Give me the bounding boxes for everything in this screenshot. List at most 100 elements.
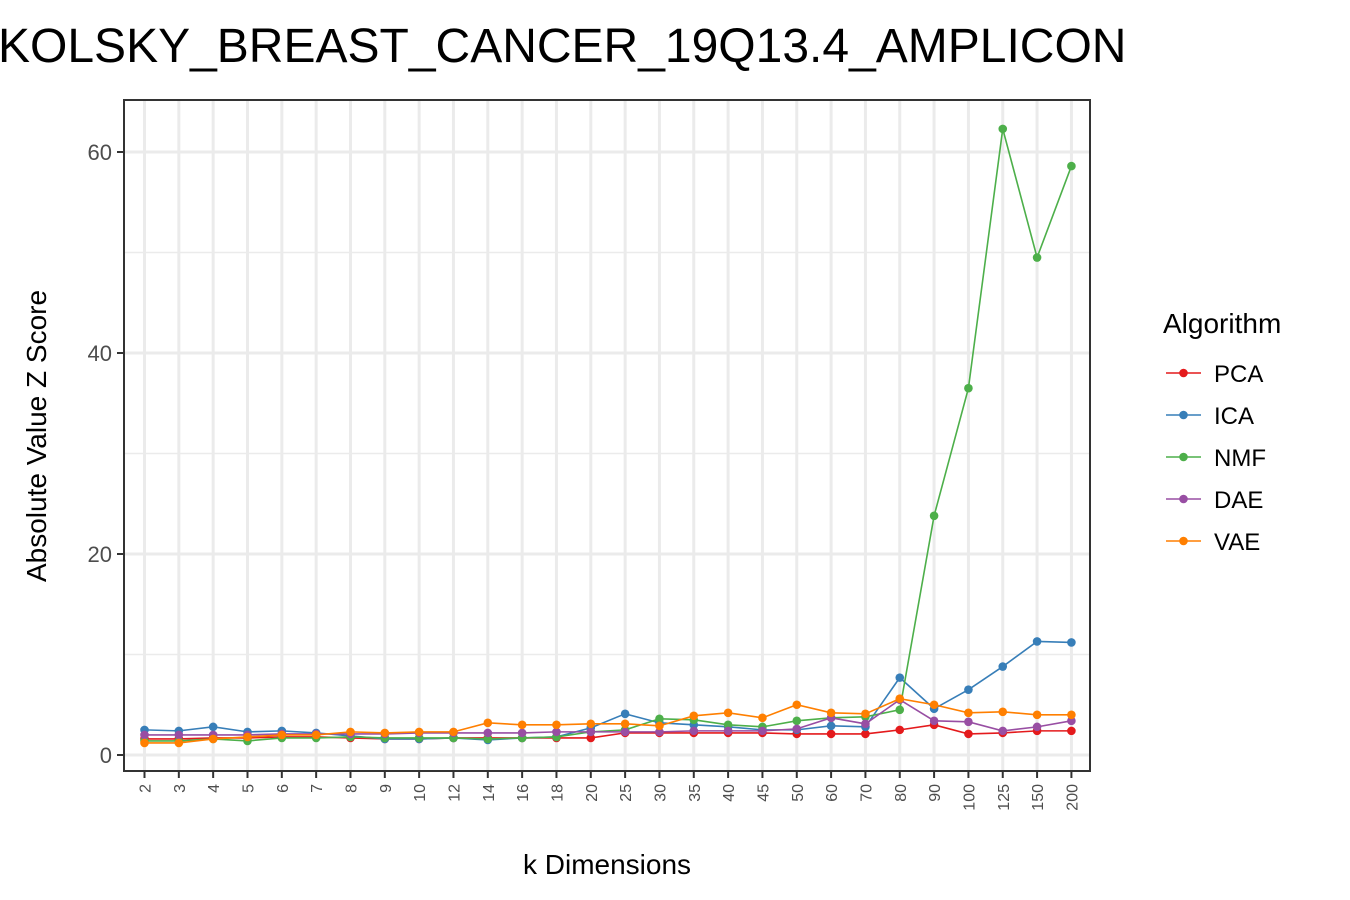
data-point-pca [1067, 726, 1076, 736]
panel-border [123, 99, 1091, 772]
series-layer [140, 124, 1076, 748]
data-point-dae [655, 727, 664, 737]
x-tick-label: 100 [961, 784, 978, 811]
data-point-dae [552, 727, 561, 737]
data-point-vae [277, 730, 287, 740]
x-tick-label: 9 [378, 784, 395, 793]
data-point-vae [311, 730, 321, 740]
data-point-vae [758, 713, 767, 723]
series-line-nmf [144, 128, 1073, 742]
data-point-vae [1032, 710, 1042, 720]
data-point-vae [174, 738, 184, 748]
y-axis: 0 20 40 60 [88, 140, 124, 768]
x-tick-label: 45 [755, 784, 772, 802]
data-point-dae [140, 730, 149, 740]
data-point-ica [208, 722, 218, 732]
legend-item-vae: VAE [1166, 529, 1260, 556]
data-point-dae [1032, 722, 1042, 732]
legend-item-nmf: NMF [1166, 445, 1266, 472]
y-tick-label: 40 [88, 341, 112, 366]
data-point-nmf [723, 720, 733, 730]
x-tick-label: 60 [824, 784, 841, 802]
legend-item-ica: ICA [1166, 403, 1254, 430]
legend-item-pca: PCA [1166, 361, 1263, 388]
data-point-nmf [964, 383, 973, 393]
data-point-vae [346, 727, 355, 737]
data-point-nmf [1032, 253, 1042, 262]
legend-label: NMF [1214, 445, 1266, 472]
series-line-dae [144, 698, 1072, 736]
data-point-nmf [895, 705, 905, 715]
data-point-vae [449, 727, 458, 737]
data-point-vae [723, 708, 733, 718]
x-tick-label: 35 [687, 784, 704, 802]
data-point-pca [964, 729, 973, 739]
legend-label: PCA [1214, 361, 1263, 388]
x-tick-label: 200 [1064, 784, 1081, 811]
data-point-vae [243, 732, 252, 742]
data-point-ica [895, 673, 905, 682]
x-axis: 2 3 4 5 6 7 8 9 10 12 14 16 18 20 25 30 35 40 45 50 60 70 80 90… [138, 771, 1081, 811]
x-tick-label: 3 [172, 784, 189, 793]
x-tick-label: 25 [618, 784, 635, 802]
x-tick-label: 7 [309, 784, 326, 793]
data-point-dae [689, 726, 699, 736]
data-point-pca [586, 733, 596, 743]
data-point-pca [826, 729, 836, 739]
data-point-dae [998, 726, 1008, 736]
chart-title: KOLSKY_BREAST_CANCER_19Q13.4_AMPLICON [0, 20, 1126, 73]
data-point-vae [964, 708, 973, 718]
data-point-vae [895, 694, 905, 704]
data-point-dae [174, 730, 184, 740]
data-point-pca [861, 729, 870, 739]
x-tick-label: 150 [1030, 784, 1047, 811]
data-point-vae [414, 727, 424, 737]
data-point-dae [483, 728, 493, 738]
x-tick-label: 18 [549, 784, 566, 802]
legend-key-point [1179, 452, 1188, 462]
data-point-ica [620, 709, 630, 719]
major-gridlines [124, 100, 1090, 771]
x-tick-label: 6 [275, 784, 292, 793]
x-tick-label: 125 [996, 784, 1013, 811]
data-point-nmf [1067, 161, 1076, 171]
minor-gridlines [124, 251, 1090, 656]
x-tick-label: 90 [927, 784, 944, 802]
legend-title: Algorithm [1163, 308, 1281, 339]
y-tick-label: 60 [88, 140, 112, 165]
data-point-vae [140, 738, 149, 748]
data-point-pca [895, 725, 905, 735]
x-tick-label: 12 [446, 784, 463, 802]
data-point-vae [826, 708, 836, 718]
x-tick-label: 8 [343, 784, 360, 793]
y-tick-label: 0 [100, 743, 112, 768]
legend-key-point [1179, 410, 1188, 420]
x-tick-label: 2 [138, 784, 155, 793]
x-tick-label: 16 [515, 784, 532, 802]
legend-label: VAE [1214, 529, 1260, 556]
data-point-nmf [998, 124, 1008, 134]
data-point-vae [861, 709, 870, 719]
series-line-ica [144, 640, 1072, 741]
x-tick-label: 50 [790, 784, 807, 802]
x-tick-label: 30 [652, 784, 669, 802]
data-point-vae [1067, 710, 1076, 720]
legend: Algorithm PCA ICA NMF DAE VAE [1163, 308, 1281, 556]
x-tick-label: 70 [858, 784, 875, 802]
data-point-dae [620, 727, 630, 737]
y-tick-label: 20 [88, 542, 112, 567]
data-point-dae [792, 724, 802, 734]
series-line-vae [144, 697, 1072, 744]
data-point-vae [998, 707, 1008, 717]
data-point-dae [586, 727, 596, 737]
data-point-vae [552, 720, 561, 730]
x-tick-label: 20 [584, 784, 601, 802]
data-point-vae [929, 700, 939, 710]
x-tick-label: 14 [481, 784, 498, 802]
x-tick-label: 4 [206, 784, 223, 793]
data-point-vae [655, 721, 664, 731]
data-point-ica [964, 685, 973, 694]
data-point-vae [689, 711, 699, 721]
